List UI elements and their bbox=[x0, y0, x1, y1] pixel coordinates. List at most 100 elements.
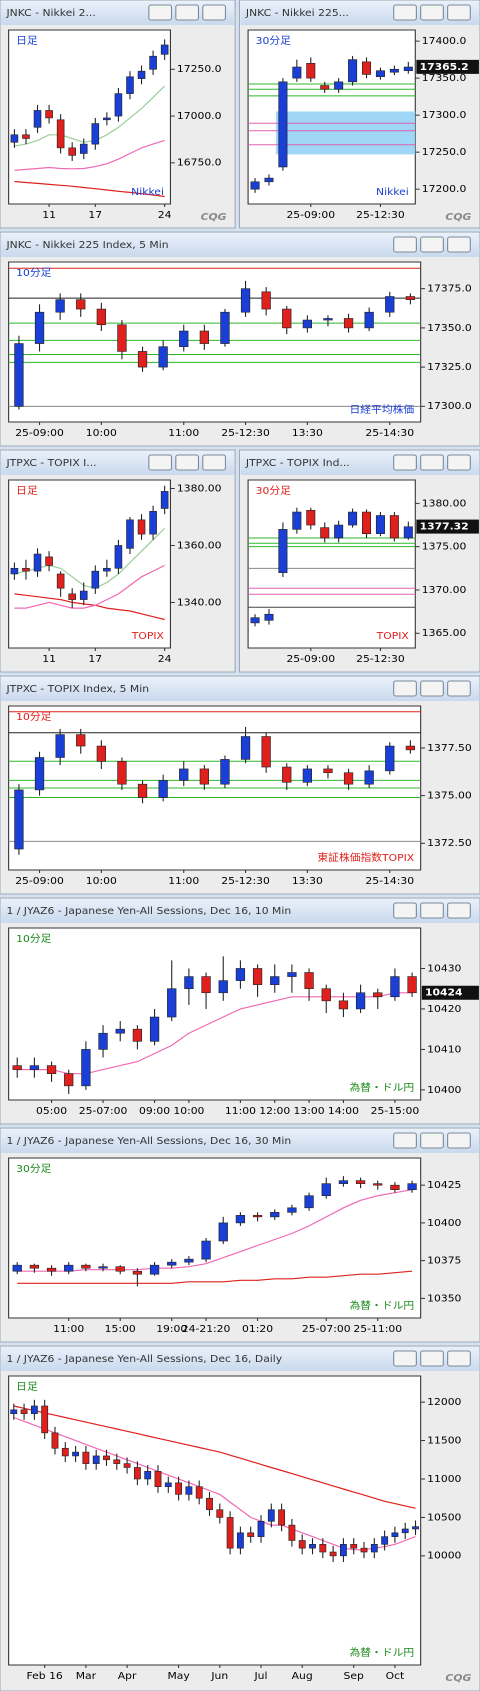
candle-body bbox=[167, 988, 177, 1018]
window-button[interactable] bbox=[447, 1350, 471, 1367]
candle-body bbox=[55, 299, 65, 313]
period-label: 日足 bbox=[16, 35, 38, 47]
window-button[interactable] bbox=[447, 680, 471, 697]
candle-body bbox=[270, 976, 280, 985]
window-button[interactable] bbox=[447, 236, 471, 253]
x-tick-label: 10:00 bbox=[86, 427, 117, 439]
window-button[interactable] bbox=[447, 454, 471, 471]
x-tick-label: 05:00 bbox=[36, 1105, 67, 1117]
x-tick-label: 25-07:00 bbox=[79, 1105, 128, 1117]
window-button[interactable] bbox=[202, 4, 226, 21]
candle-body bbox=[175, 1482, 183, 1495]
x-tick-label: Feb 16 bbox=[27, 1670, 63, 1682]
y-tick-label: 1377.50 bbox=[427, 742, 472, 754]
moving-average bbox=[14, 180, 165, 198]
window-button[interactable] bbox=[393, 1350, 417, 1367]
candle-body bbox=[302, 319, 313, 329]
x-tick-label: Oct bbox=[386, 1670, 405, 1682]
candle-body bbox=[389, 68, 399, 73]
candle-body bbox=[79, 590, 88, 600]
candle-body bbox=[137, 70, 146, 79]
candle-body bbox=[320, 527, 330, 539]
candle-body bbox=[364, 311, 374, 329]
window-button[interactable] bbox=[420, 902, 444, 919]
window-button[interactable] bbox=[420, 236, 444, 253]
candle-body bbox=[220, 311, 230, 344]
candle-body bbox=[14, 789, 24, 850]
window-button[interactable] bbox=[393, 4, 417, 21]
window-button[interactable] bbox=[420, 1350, 444, 1367]
window-button[interactable] bbox=[393, 236, 417, 253]
window-button[interactable] bbox=[420, 680, 444, 697]
watermark: 東証株価指数TOPIX bbox=[317, 851, 414, 863]
candle-body bbox=[250, 617, 260, 624]
window-button[interactable] bbox=[393, 902, 417, 919]
last-price-badge bbox=[416, 59, 479, 74]
candle-body bbox=[240, 288, 251, 313]
window-button[interactable] bbox=[420, 1132, 444, 1149]
candle-body bbox=[55, 734, 65, 758]
window-button[interactable] bbox=[420, 454, 444, 471]
candle-body bbox=[391, 1532, 399, 1537]
window-button[interactable] bbox=[202, 454, 226, 471]
candle-body bbox=[389, 515, 399, 539]
x-tick-label: 15:00 bbox=[105, 1323, 136, 1335]
candle-body bbox=[33, 110, 42, 128]
candle-body bbox=[226, 1517, 234, 1549]
candle-body bbox=[340, 1544, 347, 1557]
candle-body bbox=[304, 1195, 314, 1209]
window-button[interactable] bbox=[420, 4, 444, 21]
candle-body bbox=[96, 745, 106, 762]
y-tick-label: 10500 bbox=[427, 1512, 461, 1524]
x-tick-label: 13:00 bbox=[294, 1105, 325, 1117]
candle-body bbox=[240, 736, 251, 760]
x-tick-label: 25-12:30 bbox=[356, 209, 405, 221]
candle-body bbox=[236, 1532, 244, 1549]
candle-body bbox=[137, 519, 146, 535]
y-tick-label: 1380.00 bbox=[177, 483, 222, 495]
window-title: 1 / JYAZ6 - Japanese Yen-All Sessions, D… bbox=[6, 1135, 291, 1147]
window-button[interactable] bbox=[447, 902, 471, 919]
candle-body bbox=[302, 768, 313, 783]
candle-body bbox=[144, 1471, 152, 1480]
x-tick-label: Aug bbox=[292, 1670, 313, 1682]
y-tick-label: 17300.0 bbox=[422, 109, 467, 121]
candle-body bbox=[10, 1409, 18, 1414]
period-label: 30分足 bbox=[256, 35, 292, 47]
candle-body bbox=[115, 1028, 125, 1034]
candle-body bbox=[270, 1212, 280, 1218]
candle-body bbox=[373, 992, 383, 998]
y-tick-label: 11500 bbox=[427, 1435, 461, 1447]
last-price-badge bbox=[421, 985, 479, 1000]
window-button[interactable] bbox=[148, 4, 173, 21]
candle-body bbox=[403, 526, 413, 539]
y-tick-label: 10375 bbox=[427, 1255, 461, 1267]
x-tick-label: 11:00 bbox=[53, 1323, 84, 1335]
window-button[interactable] bbox=[175, 454, 200, 471]
window-button[interactable] bbox=[447, 4, 471, 21]
candle-body bbox=[79, 143, 88, 154]
x-tick-label: 13:30 bbox=[292, 875, 323, 887]
window-button[interactable] bbox=[393, 680, 417, 697]
candle-body bbox=[115, 1266, 125, 1272]
candle-body bbox=[164, 1482, 172, 1487]
y-tick-label: 1380.00 bbox=[422, 498, 467, 510]
period-label: 日足 bbox=[16, 1381, 38, 1393]
candle-body bbox=[64, 1073, 74, 1087]
candle-body bbox=[33, 553, 42, 572]
y-tick-label: 10400 bbox=[427, 1084, 461, 1096]
window-button[interactable] bbox=[148, 454, 173, 471]
candle-body bbox=[149, 511, 157, 535]
window-button[interactable] bbox=[175, 4, 200, 21]
candle-body bbox=[264, 613, 274, 621]
candle-body bbox=[91, 123, 100, 145]
y-tick-label: 11000 bbox=[427, 1473, 461, 1485]
x-tick-label: 10:00 bbox=[173, 1105, 204, 1117]
candle-body bbox=[184, 976, 194, 990]
x-tick-label: 19:00 bbox=[156, 1323, 187, 1335]
window-button[interactable] bbox=[393, 454, 417, 471]
price-zone bbox=[275, 111, 416, 155]
window-button[interactable] bbox=[393, 1132, 417, 1149]
window-button[interactable] bbox=[447, 1132, 471, 1149]
